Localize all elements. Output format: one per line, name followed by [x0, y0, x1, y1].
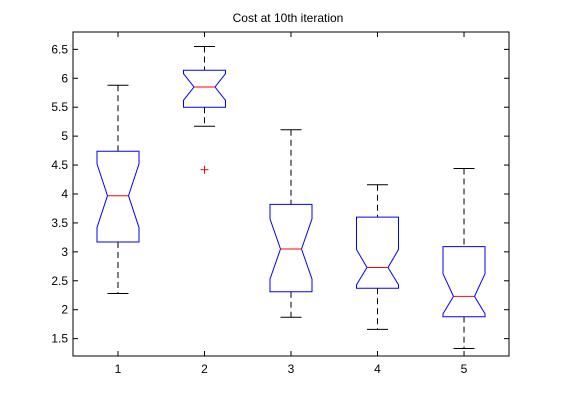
outlier-marker	[200, 165, 209, 174]
x-tick-label: 3	[288, 362, 295, 376]
box-4	[356, 184, 399, 330]
y-tick-label: 1.5	[51, 332, 68, 346]
y-tick-label: 5	[61, 129, 68, 143]
notched-box	[269, 203, 313, 293]
y-tick-label: 6.5	[51, 42, 68, 56]
y-tick-label: 2.5	[51, 274, 68, 288]
x-tick-label: 5	[461, 362, 468, 376]
y-tick-label: 4.5	[51, 158, 68, 172]
box-5	[442, 168, 486, 349]
chart-title: Cost at 10th iteration	[233, 11, 344, 25]
y-tick-label: 2	[61, 303, 68, 317]
notched-box	[183, 69, 226, 108]
y-axis: 1.5 2 2.5 3 3.5 4 4.5 5 5.5 6 6.5	[51, 42, 509, 346]
box-1	[96, 84, 140, 295]
box-series	[96, 45, 486, 349]
notched-box	[442, 246, 486, 318]
notched-box	[96, 150, 140, 243]
y-tick-label: 5.5	[51, 100, 68, 114]
x-tick-label: 2	[201, 362, 208, 376]
y-tick-label: 6	[61, 71, 68, 85]
y-tick-label: 3	[61, 245, 68, 259]
box-3	[269, 129, 313, 318]
x-tick-label: 4	[374, 362, 381, 376]
x-tick-label: 1	[115, 362, 122, 376]
y-tick-label: 3.5	[51, 216, 68, 230]
box-2	[183, 45, 226, 174]
notched-box	[356, 216, 399, 289]
x-axis: 1 2 3 4 5	[115, 32, 468, 376]
y-tick-label: 4	[61, 187, 68, 201]
